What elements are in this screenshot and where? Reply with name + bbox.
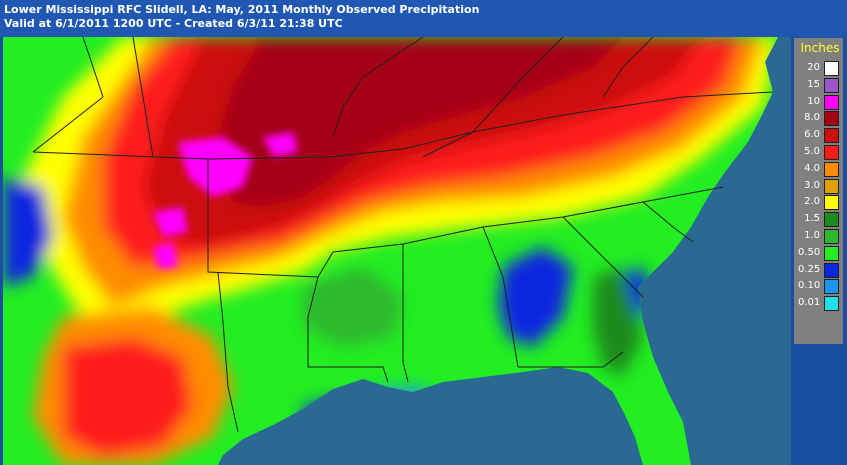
legend-swatch [824, 94, 839, 110]
legend-label: 6.0 [804, 129, 820, 141]
legend-swatch [824, 61, 839, 76]
legend-swatch [824, 296, 839, 312]
legend-label: 1.5 [804, 213, 820, 225]
legend-swatch [824, 212, 839, 228]
legend-label: 15 [807, 78, 820, 90]
legend-swatch [824, 178, 839, 194]
legend-swatch [824, 245, 839, 261]
legend-label: 8.0 [804, 112, 820, 124]
legend-label: 0.10 [798, 280, 821, 292]
legend-swatch [824, 262, 839, 278]
legend-swatch [824, 161, 839, 177]
legend-label: 0.25 [798, 263, 821, 275]
legend-title: Inches [800, 41, 840, 55]
precipitation-map-svg [3, 37, 791, 465]
legend-swatch [824, 279, 839, 295]
map-subtitle: Valid at 6/1/2011 1200 UTC - Created 6/3… [4, 17, 343, 30]
legend-label: 10 [807, 95, 820, 107]
legend-label: 2.0 [804, 196, 820, 208]
legend-label: 20 [807, 62, 820, 73]
precipitation-map[interactable] [3, 37, 791, 465]
legend-swatch [824, 111, 839, 127]
state-borders [32, 37, 774, 433]
legend-swatch [824, 145, 839, 160]
legend-label: 0.50 [798, 246, 821, 258]
legend-swatch [824, 77, 839, 93]
legend-label: 0.01 [798, 297, 821, 309]
legend-label: 4.0 [804, 162, 820, 174]
legend-label: 5.0 [804, 146, 820, 157]
legend-swatch [824, 229, 839, 244]
legend-swatch [824, 195, 839, 211]
legend-swatch [824, 128, 839, 144]
header-bar: Lower Mississippi RFC Slidell, LA: May, … [0, 0, 847, 37]
legend-label: 1.0 [804, 230, 820, 241]
map-title: Lower Mississippi RFC Slidell, LA: May, … [4, 3, 480, 16]
legend-label: 3.0 [804, 179, 820, 191]
